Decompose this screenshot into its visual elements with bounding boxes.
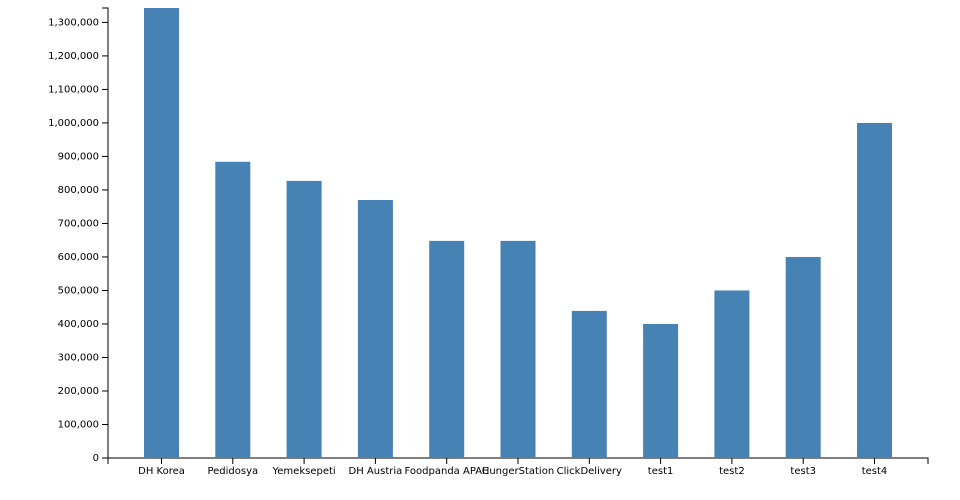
bar <box>215 161 251 458</box>
bar <box>643 323 679 458</box>
bar <box>357 199 393 458</box>
y-tick-label: 1,200,000 <box>48 51 99 62</box>
y-tick-label: 400,000 <box>58 319 99 330</box>
bar <box>286 180 322 459</box>
x-tick-label: Pedidosya <box>207 466 258 477</box>
y-tick-label: 0 <box>93 453 99 464</box>
y-tick-label: 900,000 <box>58 151 99 162</box>
x-tick-label: ClickDelivery <box>557 466 622 477</box>
bar <box>857 122 892 458</box>
y-tick-label: 800,000 <box>58 185 99 196</box>
y-tick-label: 500,000 <box>58 285 99 296</box>
y-tick-label: 300,000 <box>58 352 99 363</box>
x-tick-label: test2 <box>719 466 745 477</box>
bar <box>785 256 821 458</box>
x-tick-label: test1 <box>648 466 674 477</box>
y-tick-label: 1,000,000 <box>48 118 99 129</box>
x-tick-label: test3 <box>790 466 816 477</box>
x-tick-label: test4 <box>862 466 888 477</box>
x-tick-label: DH Korea <box>138 466 185 477</box>
bar <box>144 8 179 458</box>
bar <box>571 310 607 458</box>
y-tick-label: 700,000 <box>58 218 99 229</box>
y-tick-label: 200,000 <box>58 386 99 397</box>
x-tick-label: Foodpanda APAC <box>405 466 489 477</box>
bar <box>714 290 750 458</box>
bar <box>429 240 465 458</box>
x-tick-label: DH Austria <box>349 466 403 477</box>
y-tick-label: 1,300,000 <box>48 17 99 28</box>
y-tick-label: 1,100,000 <box>48 84 99 95</box>
bar <box>500 240 536 458</box>
y-tick-label: 100,000 <box>58 419 99 430</box>
y-tick-label: 600,000 <box>58 252 99 263</box>
x-tick-label: HungerStation <box>482 466 554 477</box>
x-tick-label: Yemeksepeti <box>272 466 336 477</box>
